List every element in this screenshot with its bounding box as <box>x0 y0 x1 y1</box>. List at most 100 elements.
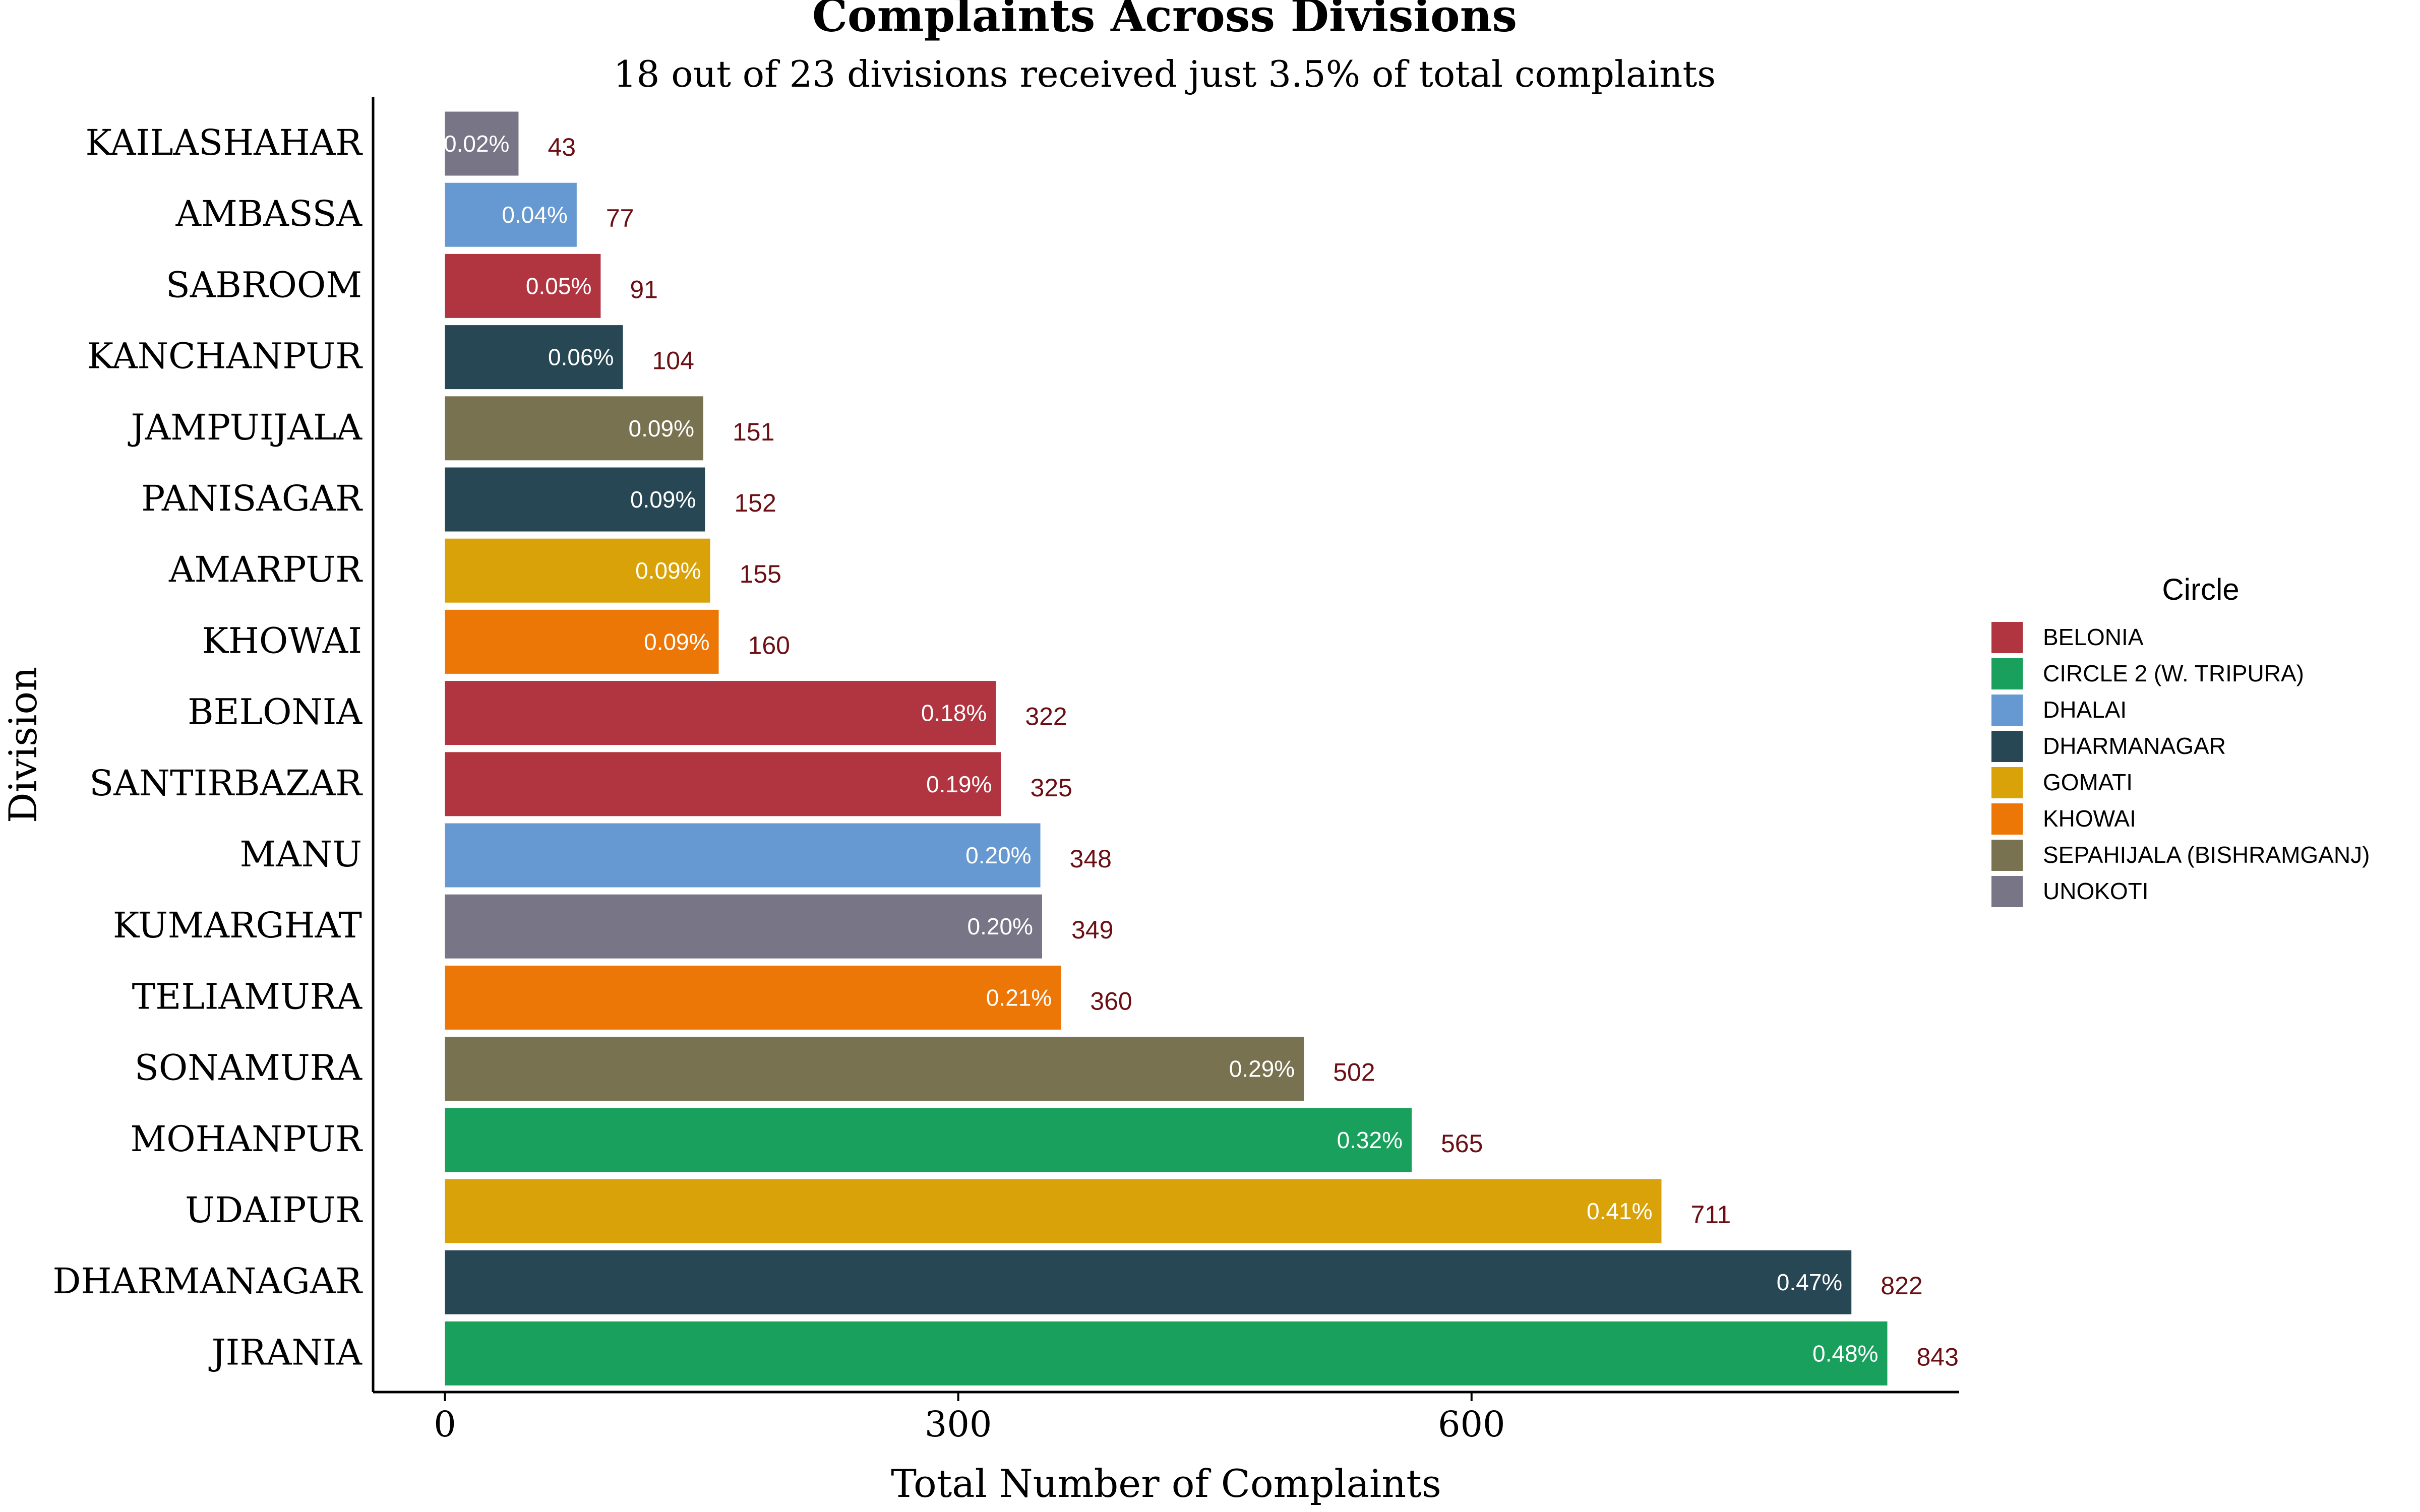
value-label: 152 <box>734 489 776 517</box>
legend-entry-label: DHALAI <box>2043 697 2127 723</box>
y-tick-label: PANISAGAR <box>141 478 363 519</box>
bar-belonia <box>445 681 996 745</box>
pct-label: 0.09% <box>630 486 696 513</box>
pct-label: 0.41% <box>1587 1198 1652 1224</box>
legend-entry-label: GOMATI <box>2043 769 2133 795</box>
pct-label: 0.05% <box>526 273 591 299</box>
pct-label: 0.20% <box>967 913 1033 939</box>
y-tick-label: TELIAMURA <box>132 976 363 1017</box>
legend-swatch <box>1991 658 2023 689</box>
chart-subtitle: 18 out of 23 divisions received just 3.5… <box>614 53 1716 95</box>
bar-ambassa <box>445 182 577 247</box>
value-label: 349 <box>1071 916 1113 944</box>
pct-label: 0.19% <box>926 771 992 797</box>
value-label: 155 <box>740 560 781 588</box>
legend-entry-label: CIRCLE 2 (W. TRIPURA) <box>2043 660 2304 686</box>
pct-label: 0.48% <box>1812 1340 1878 1366</box>
value-label: 843 <box>1916 1343 1958 1371</box>
pct-label: 0.09% <box>629 415 694 442</box>
bar-santirbazar <box>445 752 1001 816</box>
bar-khowai <box>445 609 719 674</box>
bar-udaipur <box>445 1179 1662 1243</box>
pct-label: 0.06% <box>548 344 614 370</box>
value-label: 91 <box>630 275 658 303</box>
legend-entry-label: BELONIA <box>2043 624 2144 650</box>
bar-amarpur <box>445 538 710 603</box>
legend-entry-label: SEPAHIJALA (BISHRAMGANJ) <box>2043 842 2370 868</box>
legend-entry-label: DHARMANAGAR <box>2043 733 2226 759</box>
y-tick-label: SONAMURA <box>135 1047 363 1089</box>
bar-kailashahar <box>445 111 519 176</box>
legend-swatch <box>1991 767 2023 798</box>
value-label: 502 <box>1333 1058 1375 1087</box>
value-label: 711 <box>1690 1201 1731 1229</box>
bar-manu <box>445 823 1041 888</box>
legend-entry-label: KHOWAI <box>2043 805 2136 832</box>
x-axis-title: Total Number of Complaints <box>891 1461 1441 1506</box>
bar-sonamura <box>445 1037 1304 1101</box>
y-tick-label: DHARMANAGAR <box>52 1261 363 1302</box>
x-tick-label: 600 <box>1438 1404 1505 1445</box>
pct-label: 0.04% <box>502 202 567 228</box>
y-tick-label: UDAIPUR <box>185 1189 363 1231</box>
y-tick-labels: KAILASHAHAR AMBASSA SABROOM KANCHANPUR JAMPU… <box>52 122 363 1373</box>
value-label: 822 <box>1881 1272 1922 1300</box>
legend-swatch <box>1991 622 2023 653</box>
legend-swatch <box>1991 695 2023 726</box>
pct-label: 0.09% <box>644 628 709 655</box>
value-label: 43 <box>548 133 576 161</box>
legend-swatch <box>1991 840 2023 871</box>
value-label: 348 <box>1070 845 1112 873</box>
y-tick-label: KAILASHAHAR <box>85 122 363 163</box>
value-label: 360 <box>1090 987 1132 1015</box>
bar-kanchanpur <box>445 325 623 390</box>
pct-label: 0.09% <box>635 557 701 584</box>
y-tick-label: KANCHANPUR <box>87 336 364 377</box>
legend-entry-label: UNOKOTI <box>2043 878 2149 904</box>
pct-label: 0.18% <box>921 700 987 726</box>
pct-label: 0.47% <box>1777 1269 1842 1295</box>
bar-teliamura <box>445 965 1061 1030</box>
y-tick-label: KHOWAI <box>202 620 362 661</box>
bar-jampuijala <box>445 396 703 461</box>
value-label: 325 <box>1031 774 1072 802</box>
y-tick-label: SANTIRBAZAR <box>89 763 363 804</box>
bar-panisagar <box>445 467 705 532</box>
y-tick-label: MANU <box>240 834 362 875</box>
y-tick-label: BELONIA <box>188 691 362 733</box>
chart-title: Complaints Across Divisions <box>812 0 1517 42</box>
y-tick-label: SABROOM <box>166 264 362 305</box>
y-tick-label: KUMARGHAT <box>113 905 362 946</box>
value-label: 160 <box>748 631 790 659</box>
bar-sabroom <box>445 254 601 318</box>
pct-label: 0.21% <box>986 984 1052 1011</box>
bar-dharmanagar <box>445 1250 1852 1314</box>
bar-jirania <box>445 1321 1888 1385</box>
y-tick-label: AMARPUR <box>168 549 363 590</box>
x-tick-label: 0 <box>434 1404 456 1445</box>
bar-kumarghat <box>445 894 1042 959</box>
pct-label: 0.29% <box>1229 1056 1295 1082</box>
value-label: 104 <box>652 347 694 375</box>
y-axis-title: Division <box>1 667 45 824</box>
value-label: 151 <box>733 418 774 446</box>
value-label: 565 <box>1441 1129 1483 1158</box>
value-label: 322 <box>1025 703 1067 731</box>
legend: Circle BELONIA CIRCLE 2 (W. TRIPURA) DHALA… <box>1991 573 2370 907</box>
pct-label: 0.32% <box>1337 1127 1403 1153</box>
x-tick-label: 300 <box>925 1404 992 1445</box>
pct-label: 0.02% <box>444 131 509 157</box>
pct-label: 0.20% <box>965 842 1031 868</box>
bar-mohanpur <box>445 1108 1412 1172</box>
bars-layer: 0.02% 43 0.04% 77 0.05% 91 0.06% 104 0.09% 151 0.0… <box>444 111 1959 1385</box>
legend-title: Circle <box>2162 573 2239 606</box>
value-label: 77 <box>606 204 634 232</box>
legend-swatch <box>1991 876 2023 907</box>
y-tick-label: JAMPUIJALA <box>128 407 363 448</box>
y-tick-label: AMBASSA <box>175 193 363 234</box>
legend-swatch <box>1991 731 2023 762</box>
y-tick-label: JIRANIA <box>209 1332 363 1373</box>
x-tick-labels: 0 300 600 <box>434 1392 1505 1445</box>
y-tick-label: MOHANPUR <box>131 1118 364 1160</box>
